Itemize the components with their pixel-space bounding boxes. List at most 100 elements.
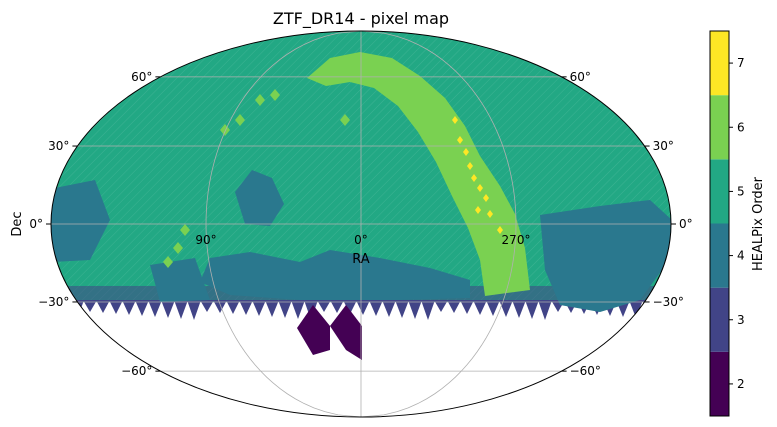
order3-tooth (239, 299, 253, 315)
order2-pixel-b (330, 305, 362, 360)
order3-tooth (343, 299, 357, 314)
order3-tooth (226, 299, 240, 314)
order3-tooth (109, 299, 123, 314)
chart-title: ZTF_DR14 - pixel map (273, 9, 449, 29)
colorbar-segment (710, 31, 729, 96)
order3-tooth (174, 299, 188, 319)
dec-tick-label-right: 30° (653, 139, 674, 153)
order3-tooth (161, 299, 175, 318)
order4-patch-west-limb (540, 200, 671, 312)
order3-tooth (408, 299, 422, 319)
colorbar-segment (710, 287, 729, 352)
order3-tooth (122, 299, 136, 315)
colorbar-tick-label: 3 (737, 313, 745, 327)
x-axis-label: RA (352, 252, 370, 267)
dec-tick-label-left: 30° (48, 139, 69, 153)
order3-tooth (434, 299, 448, 312)
order6-speck (340, 114, 350, 126)
colorbar-tick-label: 5 (737, 184, 745, 198)
colorbar-tick-label: 6 (737, 120, 745, 134)
order3-tooth (317, 299, 331, 312)
dec-tick-label-left: −60° (121, 364, 152, 378)
order3-tooth (512, 299, 526, 318)
order3-tooth (213, 299, 227, 313)
order6-speck (163, 256, 173, 268)
order4-band-south (200, 250, 470, 300)
order3-tooth (96, 299, 110, 313)
dec-tick-label-left: −30° (38, 295, 69, 309)
order3-tooth (629, 299, 643, 318)
dec-tick-label-left: 60° (131, 70, 152, 84)
order4-patch-east-limb (51, 180, 110, 262)
colorbar-tick-label: 7 (737, 56, 745, 70)
order3-tooth (356, 299, 370, 315)
colorbar-segment (710, 159, 729, 224)
order3-tooth (499, 299, 513, 317)
order7-core-pixel (467, 162, 473, 170)
ra-tick-label: 90° (195, 233, 216, 247)
dec-tick-label-right: −60° (570, 364, 601, 378)
order7-core-pixel (497, 226, 503, 234)
order3-tooth (252, 299, 266, 316)
order3-tooth (538, 299, 552, 320)
order3-tooth (291, 299, 305, 319)
order3-tooth (70, 299, 84, 320)
order6-speck (180, 224, 190, 236)
order7-core-pixel (463, 148, 469, 156)
order3-tooth (265, 299, 279, 317)
colorbar-frame (709, 30, 730, 417)
order2-pixel-a (297, 305, 330, 355)
colorbar-tick-label: 4 (737, 249, 745, 263)
order7-core-pixel (477, 184, 483, 192)
order3-tooth (83, 299, 97, 312)
dec-tick-label-right: 60° (570, 70, 591, 84)
dec-tick-label-right: −30° (653, 295, 684, 309)
order3-tooth (460, 299, 474, 314)
order3-tooth (447, 299, 461, 313)
order3-tooth (187, 299, 201, 320)
ra-tick-label: 270° (502, 233, 531, 247)
colorbar-segment (710, 223, 729, 288)
colorbar: 2 3 4 5 6 7 (709, 30, 745, 417)
order6-speck (173, 242, 183, 254)
colorbar-segment (710, 95, 729, 160)
order3-tooth (486, 299, 500, 316)
order6-speck (220, 124, 230, 136)
order3-tooth (330, 299, 344, 313)
order6-speck (235, 114, 245, 126)
axis-ticks: 60° 60° 30° 30° 0° 0° −30° −30° −60° −60° 90° 0° 270… (29, 70, 692, 378)
order7-core-pixel (483, 194, 489, 202)
graticule-grid (51, 31, 671, 417)
colorbar-segment (710, 351, 729, 416)
order7-core-pixel (475, 206, 481, 214)
order3-tooth (200, 299, 214, 312)
order7-core-pixel (452, 116, 458, 124)
dec-tick-label-left: 0° (29, 217, 43, 231)
order3-tooth (135, 299, 149, 316)
order3-tooth (148, 299, 162, 317)
ra-tick-label: 0° (354, 233, 368, 247)
order3-tooth (382, 299, 396, 317)
order3-tooth (421, 299, 435, 320)
colorbar-tick-label: 2 (737, 377, 745, 391)
order3-tooth (278, 299, 292, 318)
order4-patch-south-east (150, 258, 210, 302)
order3-tooth (473, 299, 487, 315)
order3-tooth (395, 299, 409, 318)
order7-core-pixel (471, 174, 477, 182)
order7-core-pixel (487, 210, 493, 218)
order3-tooth (525, 299, 539, 319)
order6-speck (270, 89, 280, 101)
ra-gridline (205, 31, 362, 417)
sky-plot: 60° 60° 30° 30° 0° 0° −30° −30° −60° −60° 90° 0° 270… (29, 30, 693, 418)
y-axis-label: Dec (10, 211, 25, 236)
colorbar-label: HEALPix Order (751, 176, 766, 271)
order3-tooth (369, 299, 383, 316)
order7-core-pixel (457, 136, 463, 144)
order6-galactic-plane (307, 52, 530, 296)
order4-patch-north (235, 170, 284, 226)
ra-gridline (360, 31, 517, 417)
dec-tick-label-right: 0° (679, 217, 693, 231)
order6-speck (255, 94, 265, 106)
